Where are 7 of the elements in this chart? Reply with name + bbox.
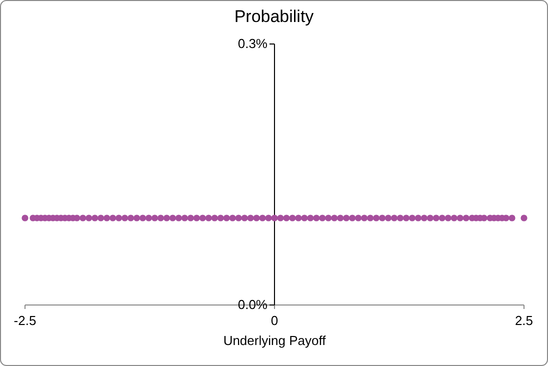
x-tick-label: 2.5 [514,313,534,328]
x-tick-label: 0 [270,313,278,328]
x-tick-label: -2.5 [14,313,36,328]
y-tick-label: 0.0% [238,297,268,312]
x-axis-title: Underlying Payoff [223,333,326,348]
y-tick-label: 0.3% [238,36,268,51]
chart-title: Probability [234,7,314,26]
